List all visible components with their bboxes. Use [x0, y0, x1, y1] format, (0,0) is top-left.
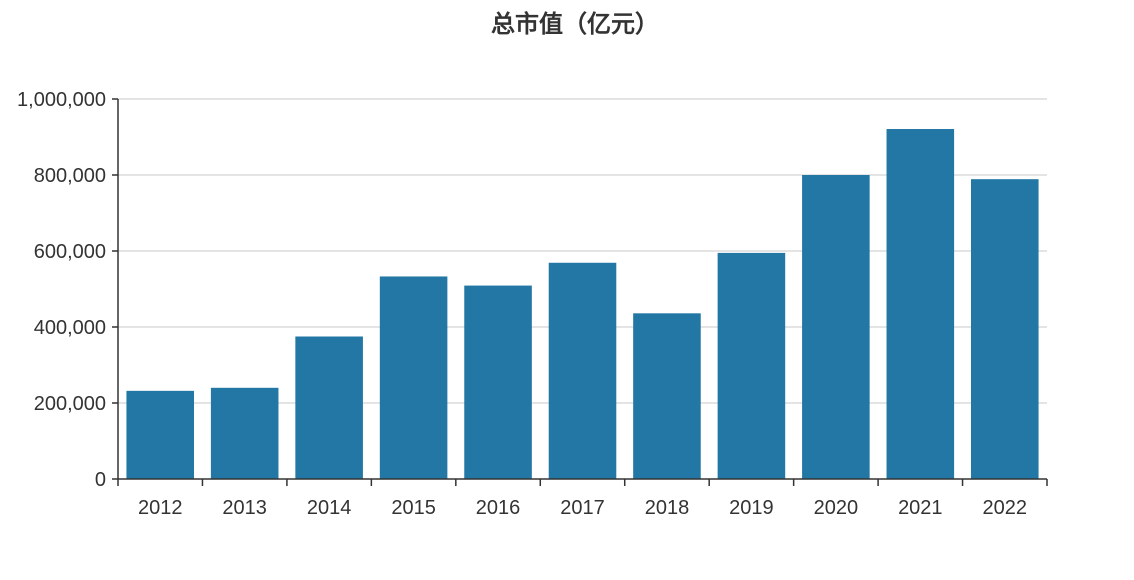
chart-title: 总市值（亿元） [491, 10, 659, 38]
y-tick-label: 400,000 [34, 317, 106, 339]
x-tick-label: 2018 [645, 497, 690, 519]
bar-2017 [548, 262, 617, 479]
x-tick-label: 2017 [560, 497, 605, 519]
bar-2016 [464, 285, 532, 479]
y-tick-label: 0 [95, 469, 106, 491]
y-tick-label: 600,000 [34, 241, 106, 263]
bar-2021 [886, 129, 955, 479]
x-tick-label: 2019 [729, 497, 774, 519]
bar-2019 [717, 252, 786, 479]
bar-2020 [802, 175, 870, 479]
bars [126, 129, 1039, 479]
y-tick-label: 1,000,000 [17, 89, 106, 111]
x-tick-label: 2022 [983, 497, 1028, 519]
y-tick-label: 200,000 [34, 393, 106, 415]
x-tick-label: 2016 [476, 497, 521, 519]
bar-2014 [295, 336, 363, 479]
bar-2022 [970, 179, 1039, 479]
x-tick-label: 2013 [222, 497, 267, 519]
y-axis: 0 200,000 400,000 600,000 800,000 1,000,000 [17, 89, 119, 491]
bar-2018 [633, 313, 701, 479]
x-tick-label: 2020 [814, 497, 859, 519]
x-axis: 2012 2013 2014 2015 2016 2017 2018 2019 2020 2021… [117, 478, 1048, 519]
x-tick-label: 2014 [307, 497, 352, 519]
bar-2012 [126, 390, 195, 479]
bar-2013 [210, 387, 279, 479]
x-tick-label: 2021 [898, 497, 943, 519]
x-tick-label: 2015 [391, 497, 436, 519]
y-tick-label: 800,000 [34, 165, 106, 187]
x-tick-label: 2012 [138, 497, 183, 519]
bar-2015 [379, 276, 448, 479]
